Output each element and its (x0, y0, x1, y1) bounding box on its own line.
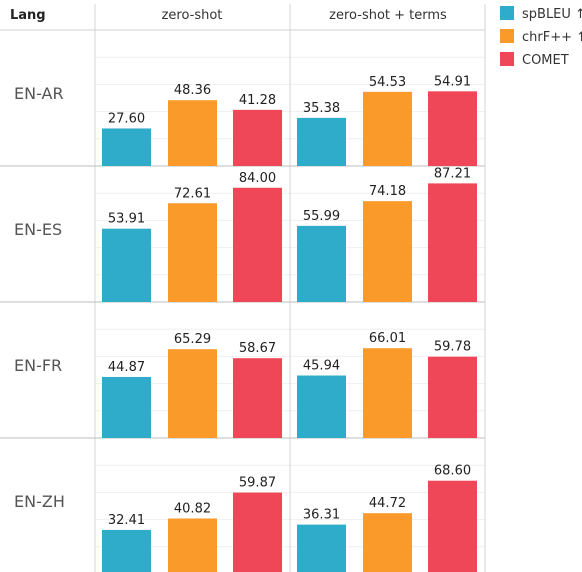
value-label: 48.36 (174, 83, 211, 98)
row-label-en-ar: EN-AR (14, 84, 64, 103)
bar (168, 518, 217, 572)
bar (297, 375, 346, 438)
bar (102, 228, 151, 302)
bar (363, 348, 412, 438)
bar (168, 203, 217, 302)
row-header-label: Lang (10, 8, 46, 23)
value-label: 32.41 (108, 513, 145, 528)
bar (233, 492, 282, 572)
value-label: 41.28 (239, 93, 276, 108)
bar (233, 187, 282, 302)
value-label: 74.18 (369, 184, 406, 199)
legend-swatch-comet (500, 52, 514, 66)
legend-label-comet: COMET (522, 53, 569, 68)
value-label: 68.60 (434, 464, 471, 479)
bar (102, 529, 151, 572)
legend-label-spbleu: spBLEU ↑ (522, 7, 582, 22)
value-label: 59.87 (239, 476, 276, 491)
value-label: 87.21 (434, 166, 471, 181)
bar (297, 117, 346, 166)
bars (102, 91, 477, 572)
value-label: 54.91 (434, 74, 471, 89)
value-label: 40.82 (174, 501, 211, 516)
value-label: 66.01 (369, 331, 406, 346)
value-label: 72.61 (174, 186, 211, 201)
bar (233, 109, 282, 166)
legend-swatch-chrf (500, 29, 514, 43)
value-label: 45.94 (303, 359, 340, 374)
value-label: 54.53 (369, 75, 406, 90)
bar (428, 91, 477, 166)
value-label: 59.78 (434, 340, 471, 355)
bar (297, 225, 346, 302)
legend-swatch-spbleu (500, 6, 514, 20)
bar (168, 100, 217, 166)
bar (428, 356, 477, 438)
bar (428, 480, 477, 572)
value-label: 36.31 (303, 508, 340, 523)
value-label: 58.67 (239, 341, 276, 356)
value-label: 65.29 (174, 332, 211, 347)
bar (102, 128, 151, 166)
row-label-en-es: EN-ES (14, 220, 62, 239)
bar (363, 91, 412, 166)
row-label-en-zh: EN-ZH (14, 492, 65, 511)
row-labels: EN-AR EN-ES EN-FR EN-ZH (14, 84, 65, 511)
legend-label-chrf: chrF++ ↑ (522, 30, 582, 45)
bar (363, 513, 412, 572)
legend: spBLEU ↑ chrF++ ↑ COMET (500, 6, 582, 68)
bar (168, 349, 217, 438)
value-label: 44.87 (108, 360, 145, 375)
value-label: 53.91 (108, 212, 145, 227)
bar (102, 376, 151, 438)
column-header-zero-shot: zero-shot (162, 8, 223, 23)
value-label: 44.72 (369, 496, 406, 511)
row-label-en-fr: EN-FR (14, 356, 62, 375)
value-label: 35.38 (303, 101, 340, 116)
bar (233, 358, 282, 438)
bar (297, 524, 346, 572)
value-label: 84.00 (239, 171, 276, 186)
column-header-zero-shot-terms: zero-shot + terms (329, 8, 447, 23)
value-label: 55.99 (303, 209, 340, 224)
value-labels: 27.60 48.36 41.28 35.38 54.53 54.91 53.91 72.61… (108, 74, 471, 528)
bar (363, 201, 412, 302)
column-headers: Lang zero-shot zero-shot + terms (10, 8, 447, 23)
bar (428, 183, 477, 302)
value-label: 27.60 (108, 111, 145, 126)
